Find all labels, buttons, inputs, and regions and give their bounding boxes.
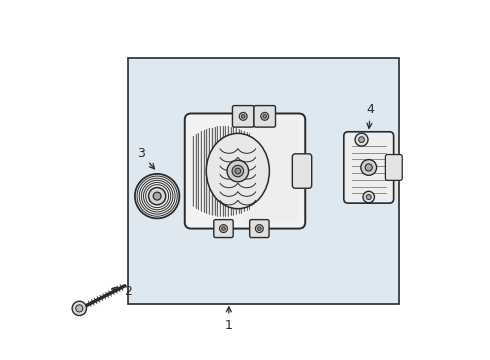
Circle shape (227, 160, 248, 182)
Bar (227, 126, 229, 216)
Circle shape (232, 165, 244, 177)
Circle shape (72, 301, 87, 316)
Circle shape (221, 227, 225, 230)
FancyBboxPatch shape (254, 105, 275, 127)
Circle shape (363, 191, 374, 203)
Circle shape (258, 227, 261, 230)
Bar (240, 130, 243, 212)
Circle shape (148, 188, 166, 205)
Text: 2: 2 (112, 285, 132, 298)
Bar (224, 126, 226, 216)
Circle shape (263, 114, 267, 118)
Circle shape (255, 225, 263, 233)
Text: 3: 3 (137, 147, 154, 169)
Bar (214, 127, 216, 215)
Bar (192, 136, 194, 206)
Text: 1: 1 (225, 307, 233, 332)
Bar (211, 127, 213, 215)
FancyBboxPatch shape (232, 105, 254, 127)
Circle shape (76, 305, 83, 312)
Text: 4: 4 (367, 103, 374, 128)
Circle shape (220, 225, 227, 233)
Ellipse shape (206, 134, 270, 209)
Circle shape (361, 159, 377, 175)
Circle shape (235, 168, 241, 174)
Bar (238, 129, 240, 213)
Circle shape (135, 174, 179, 219)
Circle shape (242, 114, 245, 118)
Bar (197, 133, 199, 209)
FancyBboxPatch shape (185, 113, 305, 229)
FancyBboxPatch shape (293, 154, 312, 188)
Circle shape (355, 133, 368, 146)
FancyBboxPatch shape (214, 220, 233, 238)
Bar (245, 132, 248, 210)
FancyBboxPatch shape (344, 132, 393, 203)
Circle shape (261, 112, 269, 120)
Bar (195, 134, 197, 208)
FancyBboxPatch shape (386, 154, 402, 180)
Bar (216, 126, 218, 216)
Bar (208, 128, 210, 214)
Bar (203, 130, 205, 212)
FancyBboxPatch shape (250, 220, 269, 238)
Circle shape (239, 112, 247, 120)
Bar (221, 126, 223, 216)
Bar (205, 129, 208, 213)
Bar (128, 58, 399, 304)
Circle shape (366, 194, 371, 199)
Circle shape (365, 164, 372, 171)
Bar (232, 127, 234, 215)
Bar (235, 128, 237, 214)
Bar (219, 126, 221, 216)
Bar (200, 131, 202, 211)
Bar (248, 133, 250, 209)
Circle shape (359, 137, 365, 143)
Bar (230, 127, 232, 215)
Bar (243, 131, 245, 211)
FancyBboxPatch shape (245, 120, 299, 222)
Circle shape (153, 192, 161, 200)
